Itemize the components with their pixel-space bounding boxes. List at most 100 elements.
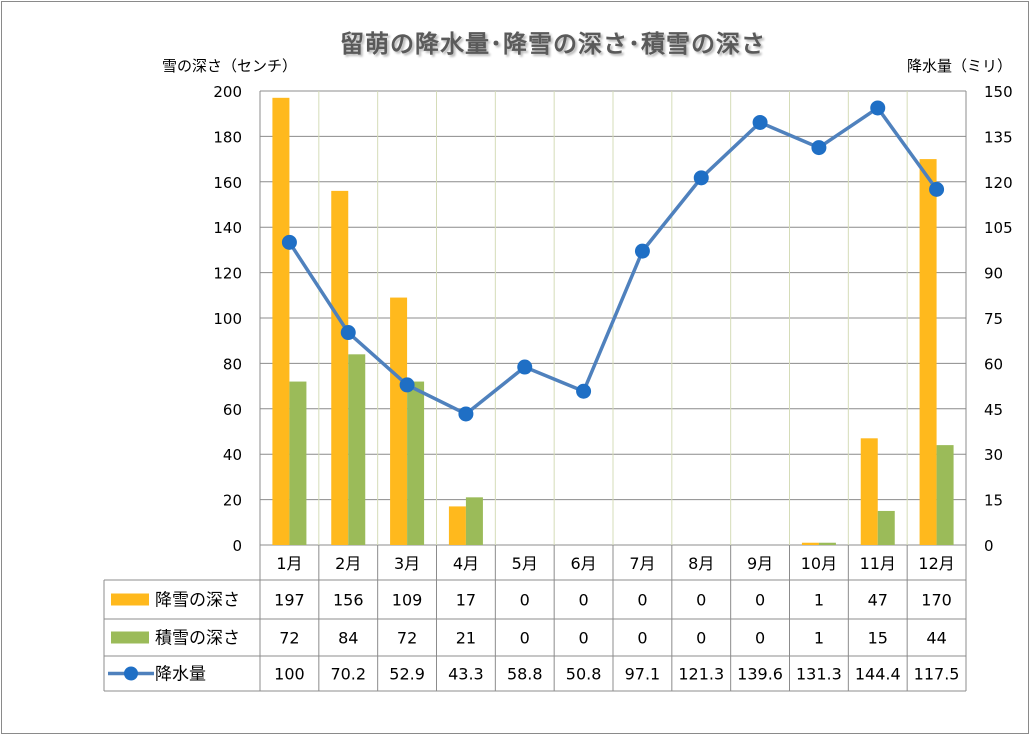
bar-snowfall <box>390 297 408 545</box>
right-tick-label: 15 <box>984 492 1003 510</box>
precipitation-line <box>287 106 939 416</box>
table-cell: 121.3 <box>678 665 724 684</box>
left-tick-label: 60 <box>223 401 242 419</box>
precipitation-point <box>517 359 533 375</box>
right-tick-label: 60 <box>984 355 1003 373</box>
table-cell: 0 <box>696 591 706 610</box>
bar-snowfall <box>331 190 349 545</box>
table-cell: 131.3 <box>796 665 842 684</box>
precipitation-point <box>634 243 650 259</box>
left-tick-label: 80 <box>223 355 242 373</box>
table-cell: 50.8 <box>566 665 602 684</box>
precipitation-point <box>811 140 827 156</box>
right-tick-label: 105 <box>984 219 1013 237</box>
chart-title: 留萌の降水量･降雪の深さ･積雪の深さ <box>340 30 766 58</box>
table-cell: 0 <box>520 629 530 648</box>
bar-snowfall <box>448 506 466 545</box>
bar-snowfall <box>801 542 819 545</box>
bar-snowdepth <box>818 542 836 545</box>
bar-snowdepth <box>348 354 366 545</box>
right-tick-label: 90 <box>984 265 1003 283</box>
table-cell: 1 <box>814 629 824 648</box>
table-cell: 72 <box>397 629 417 648</box>
table-cell: 1 <box>814 591 824 610</box>
right-tick-label: 150 <box>984 83 1013 101</box>
bar-snowfall <box>919 159 937 545</box>
bar-snowfall <box>860 438 878 545</box>
precipitation-point <box>576 383 592 399</box>
x-tick-label: 4月 <box>453 554 479 573</box>
precipitation-point <box>752 114 768 130</box>
table-cell: 0 <box>755 629 765 648</box>
legend-label: 降水量 <box>155 665 206 685</box>
x-tick-label: 11月 <box>860 554 896 573</box>
right-tick-label: 45 <box>984 401 1003 419</box>
table-cell: 0 <box>520 591 530 610</box>
x-tick-label: 10月 <box>801 554 837 573</box>
bar-snowdepth <box>877 510 895 545</box>
bar-snowdepth <box>289 381 307 545</box>
precipitation-point <box>929 181 945 197</box>
table-cell: 100 <box>274 665 305 684</box>
left-tick-label: 100 <box>213 310 242 328</box>
table-cell: 70.2 <box>330 665 366 684</box>
left-tick-label: 200 <box>213 83 242 101</box>
table-cell: 0 <box>578 591 588 610</box>
legend-key-precipitation-marker <box>124 666 138 681</box>
left-tick-label: 120 <box>213 265 242 283</box>
table-cell: 84 <box>338 629 358 648</box>
table-cell: 0 <box>755 591 765 610</box>
table-cell: 139.6 <box>737 665 783 684</box>
table-cell: 43.3 <box>448 665 484 684</box>
x-tick-label: 8月 <box>688 554 714 573</box>
table-cell: 44 <box>926 629 946 648</box>
right-tick-label: 0 <box>984 537 994 555</box>
left-tick-label: 160 <box>213 174 242 192</box>
precipitation-point <box>870 100 886 116</box>
x-tick-label: 2月 <box>335 554 361 573</box>
right-tick-label: 120 <box>984 174 1013 192</box>
table-cell: 52.9 <box>389 665 425 684</box>
bar-snowfall <box>272 97 290 545</box>
table-cell: 0 <box>578 629 588 648</box>
table-cell: 0 <box>696 629 706 648</box>
table-cell: 58.8 <box>507 665 543 684</box>
left-tick-label: 40 <box>223 446 242 464</box>
table-cell: 170 <box>921 591 952 610</box>
x-tick-label: 9月 <box>747 554 773 573</box>
left-tick-label: 0 <box>232 537 242 555</box>
table-cell: 15 <box>868 629 888 648</box>
table-cell: 0 <box>637 629 647 648</box>
precipitation-point <box>340 325 356 341</box>
table-cell: 144.4 <box>855 665 901 684</box>
table-cell: 21 <box>456 629 476 648</box>
right-tick-label: 30 <box>984 446 1003 464</box>
right-axis-title: 降水量（ミリ） <box>906 57 1012 75</box>
x-tick-label: 1月 <box>276 554 302 573</box>
left-tick-label: 20 <box>223 492 242 510</box>
table-cell: 97.1 <box>625 665 661 684</box>
x-tick-label: 6月 <box>570 554 596 573</box>
bar-snowdepth <box>465 497 483 545</box>
x-tick-label: 5月 <box>512 554 538 573</box>
table-cell: 117.5 <box>914 665 960 684</box>
bar-snowdepth <box>407 381 425 545</box>
left-tick-label: 180 <box>213 128 242 146</box>
legend-key-snowfall <box>111 593 149 606</box>
table-cell: 156 <box>333 591 364 610</box>
precipitation-point <box>399 377 415 393</box>
left-axis-title: 雪の深さ（センチ） <box>162 57 298 75</box>
x-tick-label: 3月 <box>394 554 420 573</box>
table-cell: 0 <box>637 591 647 610</box>
table-cell: 47 <box>868 591 888 610</box>
right-tick-label: 135 <box>984 128 1013 146</box>
table-cell: 109 <box>392 591 423 610</box>
legend-label: 降雪の深さ <box>155 591 240 611</box>
precipitation-point <box>693 170 709 186</box>
table-cell: 72 <box>279 629 299 648</box>
table-cell: 197 <box>274 591 305 610</box>
precipitation-point <box>281 234 297 250</box>
left-tick-label: 140 <box>213 219 242 237</box>
